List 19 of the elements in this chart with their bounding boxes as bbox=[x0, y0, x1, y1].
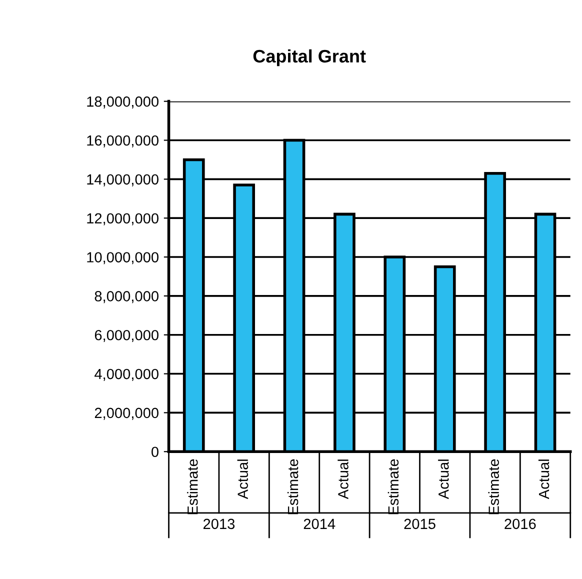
y-tick-label: 4,000,000 bbox=[94, 368, 158, 381]
y-tick-label: 6,000,000 bbox=[94, 330, 158, 342]
y-tick-label: 0 bbox=[152, 446, 158, 458]
chart-title: Capital Grant bbox=[253, 49, 366, 66]
x-tick-label: Actual bbox=[438, 460, 449, 500]
text: 2015 bbox=[404, 518, 436, 530]
x-tick-label: Actual bbox=[538, 460, 550, 500]
y-tick-label: 2,000,000 bbox=[94, 408, 158, 420]
y-tick-label: 10,000,000 bbox=[87, 252, 158, 264]
y-tick-label: 16,000,000 bbox=[87, 135, 158, 148]
y-tick-label: 12,000,000 bbox=[87, 213, 158, 226]
x-tick-label: Actual bbox=[237, 460, 248, 500]
y-tick-label: 18,000,000 bbox=[87, 96, 158, 108]
text: 2013 bbox=[203, 518, 235, 530]
x-tick-label: Actual bbox=[338, 460, 348, 500]
y-tick-label: 8,000,000 bbox=[94, 291, 158, 304]
text: 2014 bbox=[304, 518, 336, 530]
text: 2016 bbox=[504, 518, 536, 530]
y-tick-label: 14,000,000 bbox=[87, 174, 158, 186]
